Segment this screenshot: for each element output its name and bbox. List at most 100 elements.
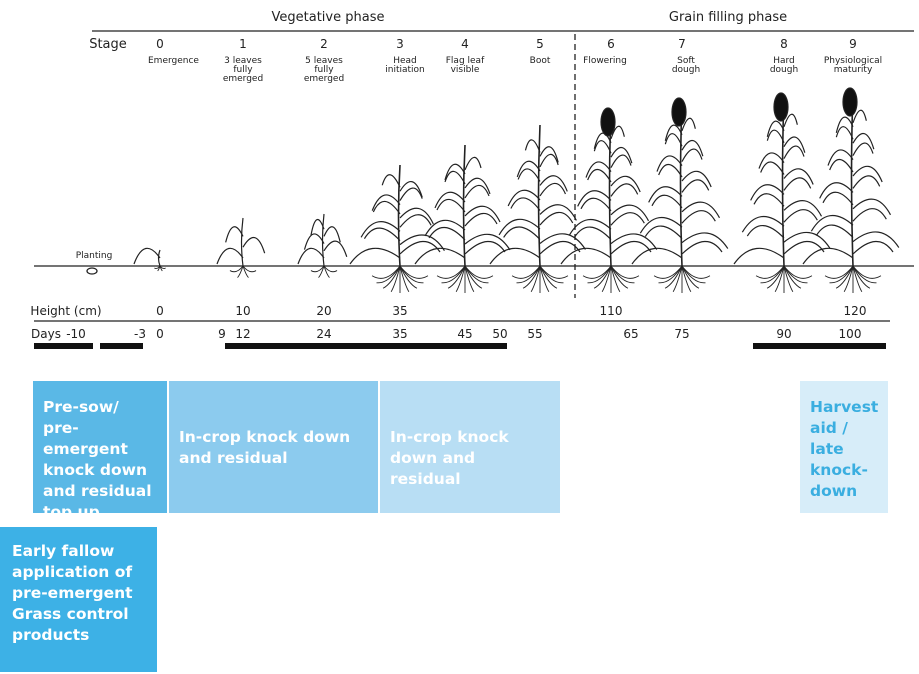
stage-number: 6 — [607, 37, 615, 51]
timeline-bar — [225, 343, 507, 349]
plant-part — [539, 153, 559, 168]
plant-part — [783, 232, 831, 249]
timeline-bar — [753, 343, 886, 349]
plant-part — [639, 217, 683, 234]
timeline-bar — [34, 343, 93, 349]
plant-part — [681, 170, 712, 188]
plant-part — [399, 265, 410, 293]
plant-part — [610, 240, 652, 255]
plant-part — [766, 120, 785, 137]
plant-part — [783, 240, 825, 255]
plant-part — [539, 146, 559, 163]
plant-part — [237, 265, 244, 278]
plant-part — [539, 265, 550, 293]
plant-part — [441, 265, 466, 284]
plant-part — [852, 240, 894, 255]
plant-part — [681, 265, 692, 293]
plant-part — [323, 226, 341, 243]
plant-part — [852, 265, 863, 293]
plant-part — [323, 265, 330, 278]
plant-part — [310, 265, 325, 273]
plant-part — [510, 197, 541, 211]
plant-part — [390, 265, 401, 293]
planting-label: Planting — [75, 251, 113, 261]
plant-part — [399, 265, 429, 279]
application-box: Harvest aid / late knock-down — [800, 381, 888, 513]
plant-part — [323, 240, 348, 257]
height-value: 20 — [316, 304, 332, 318]
plant-part — [399, 234, 445, 251]
plant-part — [516, 265, 541, 284]
plant-part — [658, 265, 683, 284]
plant-part — [297, 247, 325, 265]
plant-part — [671, 97, 687, 127]
stage-name: Head initiation — [385, 56, 425, 75]
plant-part — [539, 265, 569, 279]
plant-part — [822, 191, 854, 206]
plant-part — [610, 175, 641, 193]
plant-part — [852, 165, 883, 183]
plant-part — [349, 247, 401, 265]
plant-part — [664, 265, 683, 289]
plant-part — [498, 218, 541, 236]
plant-part — [829, 158, 854, 173]
plant-part — [399, 207, 434, 225]
plant-part — [648, 186, 683, 203]
plant-part — [587, 265, 612, 284]
plant-part — [681, 201, 721, 219]
plant-part — [783, 113, 798, 127]
plant-part — [455, 265, 466, 293]
plant-part — [464, 265, 489, 284]
plant-part — [681, 140, 704, 157]
plant-part — [399, 181, 423, 198]
plant-part — [464, 177, 491, 195]
plant-part — [524, 139, 541, 153]
plant-part — [447, 265, 466, 289]
plant-part — [436, 198, 466, 213]
plant-part — [753, 193, 785, 207]
plant-part — [746, 225, 785, 239]
plant-part — [381, 174, 401, 188]
plant-part — [464, 265, 475, 293]
plant-part — [681, 210, 716, 224]
plant-part — [656, 155, 683, 172]
day-value: 9 — [218, 327, 226, 341]
plant-part — [568, 219, 612, 236]
day-value: 35 — [392, 327, 408, 341]
plant-part — [414, 247, 466, 265]
plant-part — [766, 265, 785, 289]
plant-part — [376, 265, 401, 284]
day-value: 65 — [623, 327, 639, 341]
plant-part — [539, 265, 564, 284]
plant-part — [516, 160, 541, 178]
plant-part — [601, 265, 612, 293]
plant-part — [382, 265, 401, 289]
plant-part — [372, 200, 401, 215]
plant-part — [318, 265, 325, 278]
plant-part — [321, 213, 325, 267]
plant-part — [644, 225, 683, 240]
height-value: 35 — [392, 304, 408, 318]
stage-number: 2 — [320, 37, 328, 51]
plant-part — [593, 265, 612, 289]
plant-part — [580, 197, 612, 212]
stage-number: 4 — [461, 37, 469, 51]
plant-part — [464, 156, 482, 171]
stage-name: Soft dough — [671, 56, 701, 75]
plant-part — [681, 117, 696, 131]
stage-name: Flag leaf visible — [445, 56, 485, 75]
stage-number: 1 — [239, 37, 247, 51]
plant-part — [766, 129, 785, 143]
plant-part — [585, 161, 612, 178]
plant-part — [783, 265, 813, 279]
plant-part — [843, 265, 854, 293]
plant-part — [681, 179, 710, 193]
plant-part — [229, 265, 244, 273]
plant-part — [360, 221, 401, 238]
plant-part — [681, 265, 706, 284]
plant-part — [783, 209, 818, 223]
plant-part — [819, 182, 854, 199]
plant-part — [464, 265, 494, 279]
plant-part — [610, 212, 645, 226]
plant-part — [783, 177, 812, 191]
